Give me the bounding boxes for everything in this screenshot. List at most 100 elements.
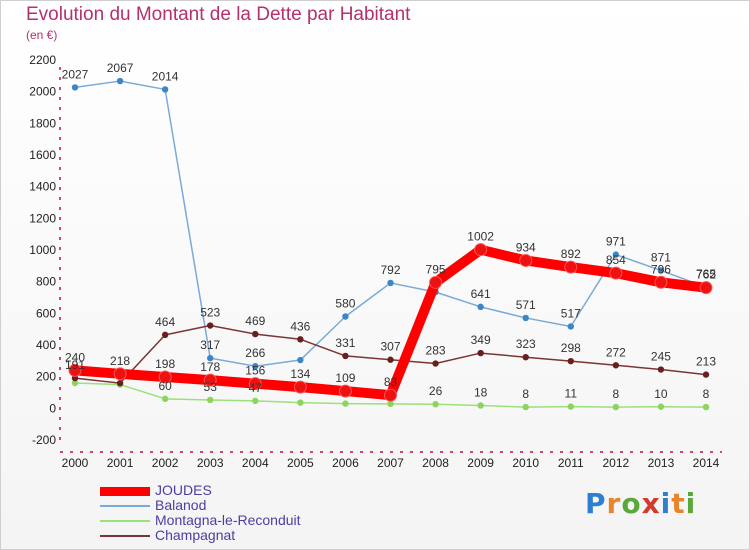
data-label: 762	[696, 268, 716, 282]
data-point	[161, 86, 169, 93]
x-tick-label: 2000	[62, 456, 89, 470]
data-point	[293, 380, 307, 394]
data-point	[477, 402, 484, 409]
data-point	[612, 362, 620, 369]
data-point	[432, 401, 439, 408]
y-tick-label: 1200	[29, 211, 56, 225]
x-tick-label: 2005	[287, 456, 314, 470]
data-label: 53	[204, 380, 218, 394]
data-label: 765	[696, 267, 716, 281]
data-label: 436	[290, 319, 310, 333]
data-point	[207, 354, 214, 362]
data-label: 2014	[152, 69, 179, 83]
data-label: 892	[561, 247, 581, 261]
data-point	[477, 303, 484, 311]
x-tick-label: 2003	[197, 456, 224, 470]
data-label: 245	[651, 350, 671, 364]
data-point	[657, 267, 665, 274]
data-label: 349	[471, 333, 491, 347]
data-point	[612, 403, 620, 411]
data-label: 331	[335, 336, 355, 350]
data-label: 571	[516, 298, 536, 312]
data-label: 213	[696, 355, 716, 369]
data-point	[338, 384, 352, 398]
data-label: 2027	[62, 67, 89, 81]
legend-label: Champagnat	[155, 527, 236, 543]
data-point	[71, 84, 79, 91]
brand-letter: o	[621, 487, 642, 520]
data-label: 10	[654, 387, 668, 401]
data-point	[429, 275, 443, 289]
chart-subtitle: (en €)	[26, 28, 58, 42]
data-label: 11	[565, 387, 578, 401]
y-tick-label: 1600	[29, 148, 56, 162]
data-point	[654, 275, 668, 289]
data-label: 26	[429, 384, 443, 398]
x-tick-label: 2004	[242, 456, 269, 470]
brand-letter: P	[585, 487, 607, 520]
data-point	[113, 367, 127, 381]
legend-label: Montagna-le-Reconduit	[155, 512, 301, 528]
data-label: 191	[65, 358, 85, 372]
data-label: 198	[155, 357, 175, 371]
data-point	[203, 373, 217, 387]
y-tick-label: 200	[36, 370, 56, 384]
data-point	[297, 399, 304, 406]
data-label: 641	[471, 287, 491, 301]
data-label: 18	[474, 385, 488, 399]
data-point	[432, 360, 439, 367]
data-point	[297, 336, 304, 343]
data-point	[612, 251, 620, 258]
data-label: 283	[426, 344, 446, 358]
data-label: 464	[155, 315, 175, 329]
data-label: 517	[561, 306, 581, 320]
data-label: 83	[384, 375, 398, 389]
data-point	[252, 363, 259, 370]
data-point	[387, 400, 394, 408]
data-label: 134	[290, 367, 310, 381]
data-point	[657, 366, 665, 373]
data-label: 298	[561, 341, 581, 355]
data-label: 469	[245, 314, 265, 328]
data-point	[519, 253, 533, 267]
data-point	[252, 397, 259, 405]
x-tick-label: 2009	[467, 456, 494, 470]
data-label: 796	[651, 262, 671, 276]
data-label: 60	[158, 379, 172, 393]
data-point	[116, 379, 124, 387]
data-point	[702, 371, 710, 378]
data-point	[657, 403, 665, 410]
data-point	[567, 323, 574, 330]
data-point	[564, 260, 578, 274]
data-label: 178	[200, 360, 220, 374]
data-point	[567, 357, 574, 365]
data-label: 523	[200, 306, 220, 320]
data-label: 8	[613, 387, 620, 401]
x-tick-label: 2014	[693, 456, 720, 470]
data-point	[71, 379, 79, 387]
legend-swatch	[100, 487, 150, 496]
data-point	[384, 388, 397, 402]
data-point	[474, 243, 488, 257]
data-point	[158, 370, 172, 384]
y-tick-label: 2200	[29, 53, 56, 67]
x-tick-label: 2012	[603, 456, 630, 470]
legend-label: Balanod	[155, 497, 207, 513]
x-tick-label: 2007	[377, 456, 404, 470]
data-label: 795	[426, 262, 446, 276]
data-point	[342, 400, 349, 407]
data-label: 8	[522, 387, 529, 401]
data-point	[567, 403, 574, 410]
data-point	[387, 356, 394, 363]
x-tick-label: 2001	[107, 456, 134, 470]
data-label: 317	[200, 338, 220, 352]
y-tick-label: -200	[32, 433, 56, 447]
data-label: 272	[606, 345, 626, 359]
data-point	[342, 313, 349, 320]
data-point	[702, 403, 710, 411]
x-tick-label: 2006	[332, 456, 359, 470]
x-tick-label: 2008	[422, 456, 449, 470]
legend-swatch	[100, 505, 150, 507]
data-point	[699, 281, 713, 295]
brand-letter: i	[685, 487, 697, 520]
